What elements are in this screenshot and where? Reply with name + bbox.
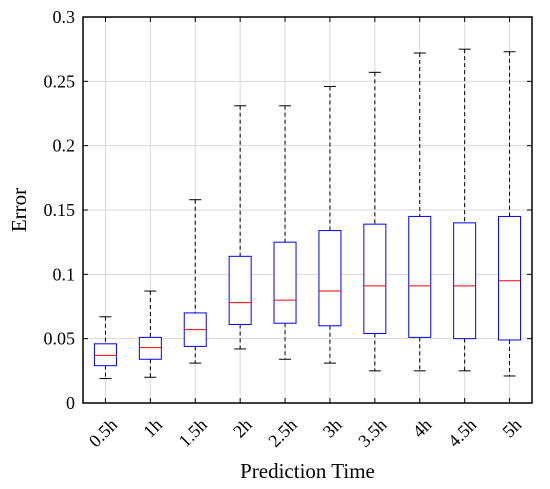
iqr-box — [228, 255, 252, 326]
y-tick-label: 0.3 — [53, 7, 76, 27]
x-tick-label: 0.5h — [85, 415, 121, 451]
box-3h — [318, 85, 342, 364]
box-1.5h — [183, 199, 207, 364]
iqr-box — [273, 241, 297, 324]
iqr-box — [408, 215, 432, 338]
iqr-box — [93, 343, 117, 367]
x-tick-label: 1.5h — [175, 415, 211, 451]
x-tick-label: 2h — [229, 415, 256, 442]
x-tick-label: 3h — [319, 415, 346, 442]
iqr-box — [498, 215, 522, 341]
box-2.5h — [273, 105, 297, 360]
box-3.5h — [363, 71, 387, 372]
box-4h — [408, 52, 432, 372]
y-tick-label: 0 — [66, 393, 75, 413]
box-1h — [138, 290, 162, 378]
x-tick-label: 1h — [139, 415, 166, 442]
y-tick-label: 0.1 — [53, 264, 76, 284]
box-0.5h — [93, 316, 117, 380]
iqr-box — [363, 223, 387, 335]
gridlines — [83, 16, 532, 404]
x-tick-label: 2.5h — [264, 415, 300, 451]
x-axis-label: Prediction Time — [240, 459, 375, 483]
y-axis-ticks: 0 0.05 0.1 0.15 0.2 0.25 0.3 — [44, 7, 532, 413]
iqr-box — [138, 336, 162, 360]
y-axis-label: Error — [7, 188, 31, 232]
x-tick-label: 3.5h — [354, 415, 390, 451]
y-tick-label: 0.15 — [44, 200, 76, 220]
x-tick-label: 4.5h — [444, 415, 480, 451]
y-tick-label: 0.05 — [44, 329, 76, 349]
y-tick-label: 0.25 — [44, 71, 76, 91]
y-tick-label: 0.2 — [53, 136, 76, 156]
box-5h — [498, 51, 522, 377]
iqr-box — [318, 230, 342, 327]
x-tick-label: 5h — [498, 415, 525, 442]
x-tick-label: 4h — [409, 415, 436, 442]
box-4.5h — [453, 48, 477, 372]
box-2h — [228, 105, 252, 350]
boxes — [93, 48, 522, 380]
iqr-box — [453, 222, 477, 340]
